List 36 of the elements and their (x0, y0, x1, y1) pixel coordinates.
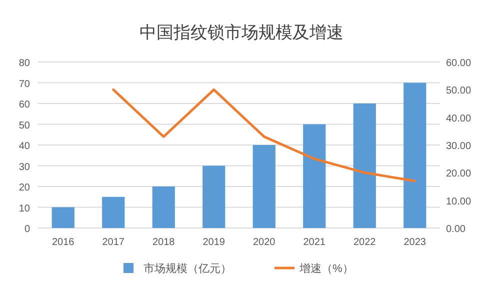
bar (52, 207, 74, 228)
line-series (112, 88, 416, 182)
y2-tick-label: 50.00 (446, 86, 472, 97)
x-tick-label: 2017 (102, 237, 125, 248)
bar (202, 166, 226, 228)
x-tick-label: 2016 (52, 237, 75, 248)
y-tick-label: 80 (18, 58, 30, 69)
bar (252, 145, 276, 228)
y2-tick-label: 10.00 (446, 196, 472, 208)
x-tick-label: 2023 (404, 237, 426, 248)
y-tick-label: 50 (18, 120, 30, 132)
bar (404, 82, 426, 228)
legend-label: 增速（%） (298, 262, 354, 275)
y2-tick-label: 20.00 (446, 168, 472, 180)
y-tick-label: 10 (18, 203, 30, 214)
y2-tick-label: 30.00 (446, 141, 472, 152)
y2-tick-label: 0.00 (446, 224, 466, 235)
x-tick-label: 2020 (253, 237, 276, 248)
chart-title: 中国指纹锁市场规模及增速 (140, 23, 344, 42)
y-tick-label: 70 (18, 78, 30, 90)
y2-tick-label: 60.00 (446, 58, 472, 69)
legend-label: 市场规模（亿元） (144, 262, 232, 275)
y-tick-label: 20 (18, 182, 30, 194)
x-tick-label: 2022 (354, 237, 376, 248)
y2-tick-label: 40.00 (446, 113, 472, 124)
bar (102, 196, 125, 228)
x-tick-label: 2019 (202, 237, 226, 248)
y-tick-label: 30 (18, 162, 30, 173)
bar (152, 186, 175, 228)
x-tick-label: 2018 (152, 237, 176, 248)
y-tick-label: 0 (24, 224, 30, 235)
x-tick-label: 2021 (303, 237, 326, 248)
y-tick-label: 60 (18, 100, 30, 110)
bar (353, 104, 376, 228)
bar (303, 124, 326, 228)
y-tick-label: 40 (18, 141, 30, 152)
